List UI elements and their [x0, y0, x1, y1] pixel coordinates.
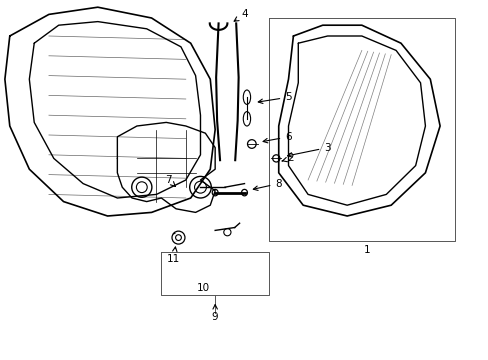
Text: 4: 4 — [234, 9, 247, 21]
Text: 5: 5 — [258, 92, 291, 103]
Text: 1: 1 — [363, 245, 369, 255]
Text: 3: 3 — [287, 143, 330, 157]
Text: 6: 6 — [263, 132, 291, 143]
Text: 2: 2 — [282, 153, 294, 163]
Text: 10: 10 — [196, 283, 209, 293]
Text: 7: 7 — [165, 175, 175, 186]
Text: 9: 9 — [211, 305, 218, 322]
Text: 8: 8 — [253, 179, 282, 190]
Text: 11: 11 — [166, 247, 180, 264]
